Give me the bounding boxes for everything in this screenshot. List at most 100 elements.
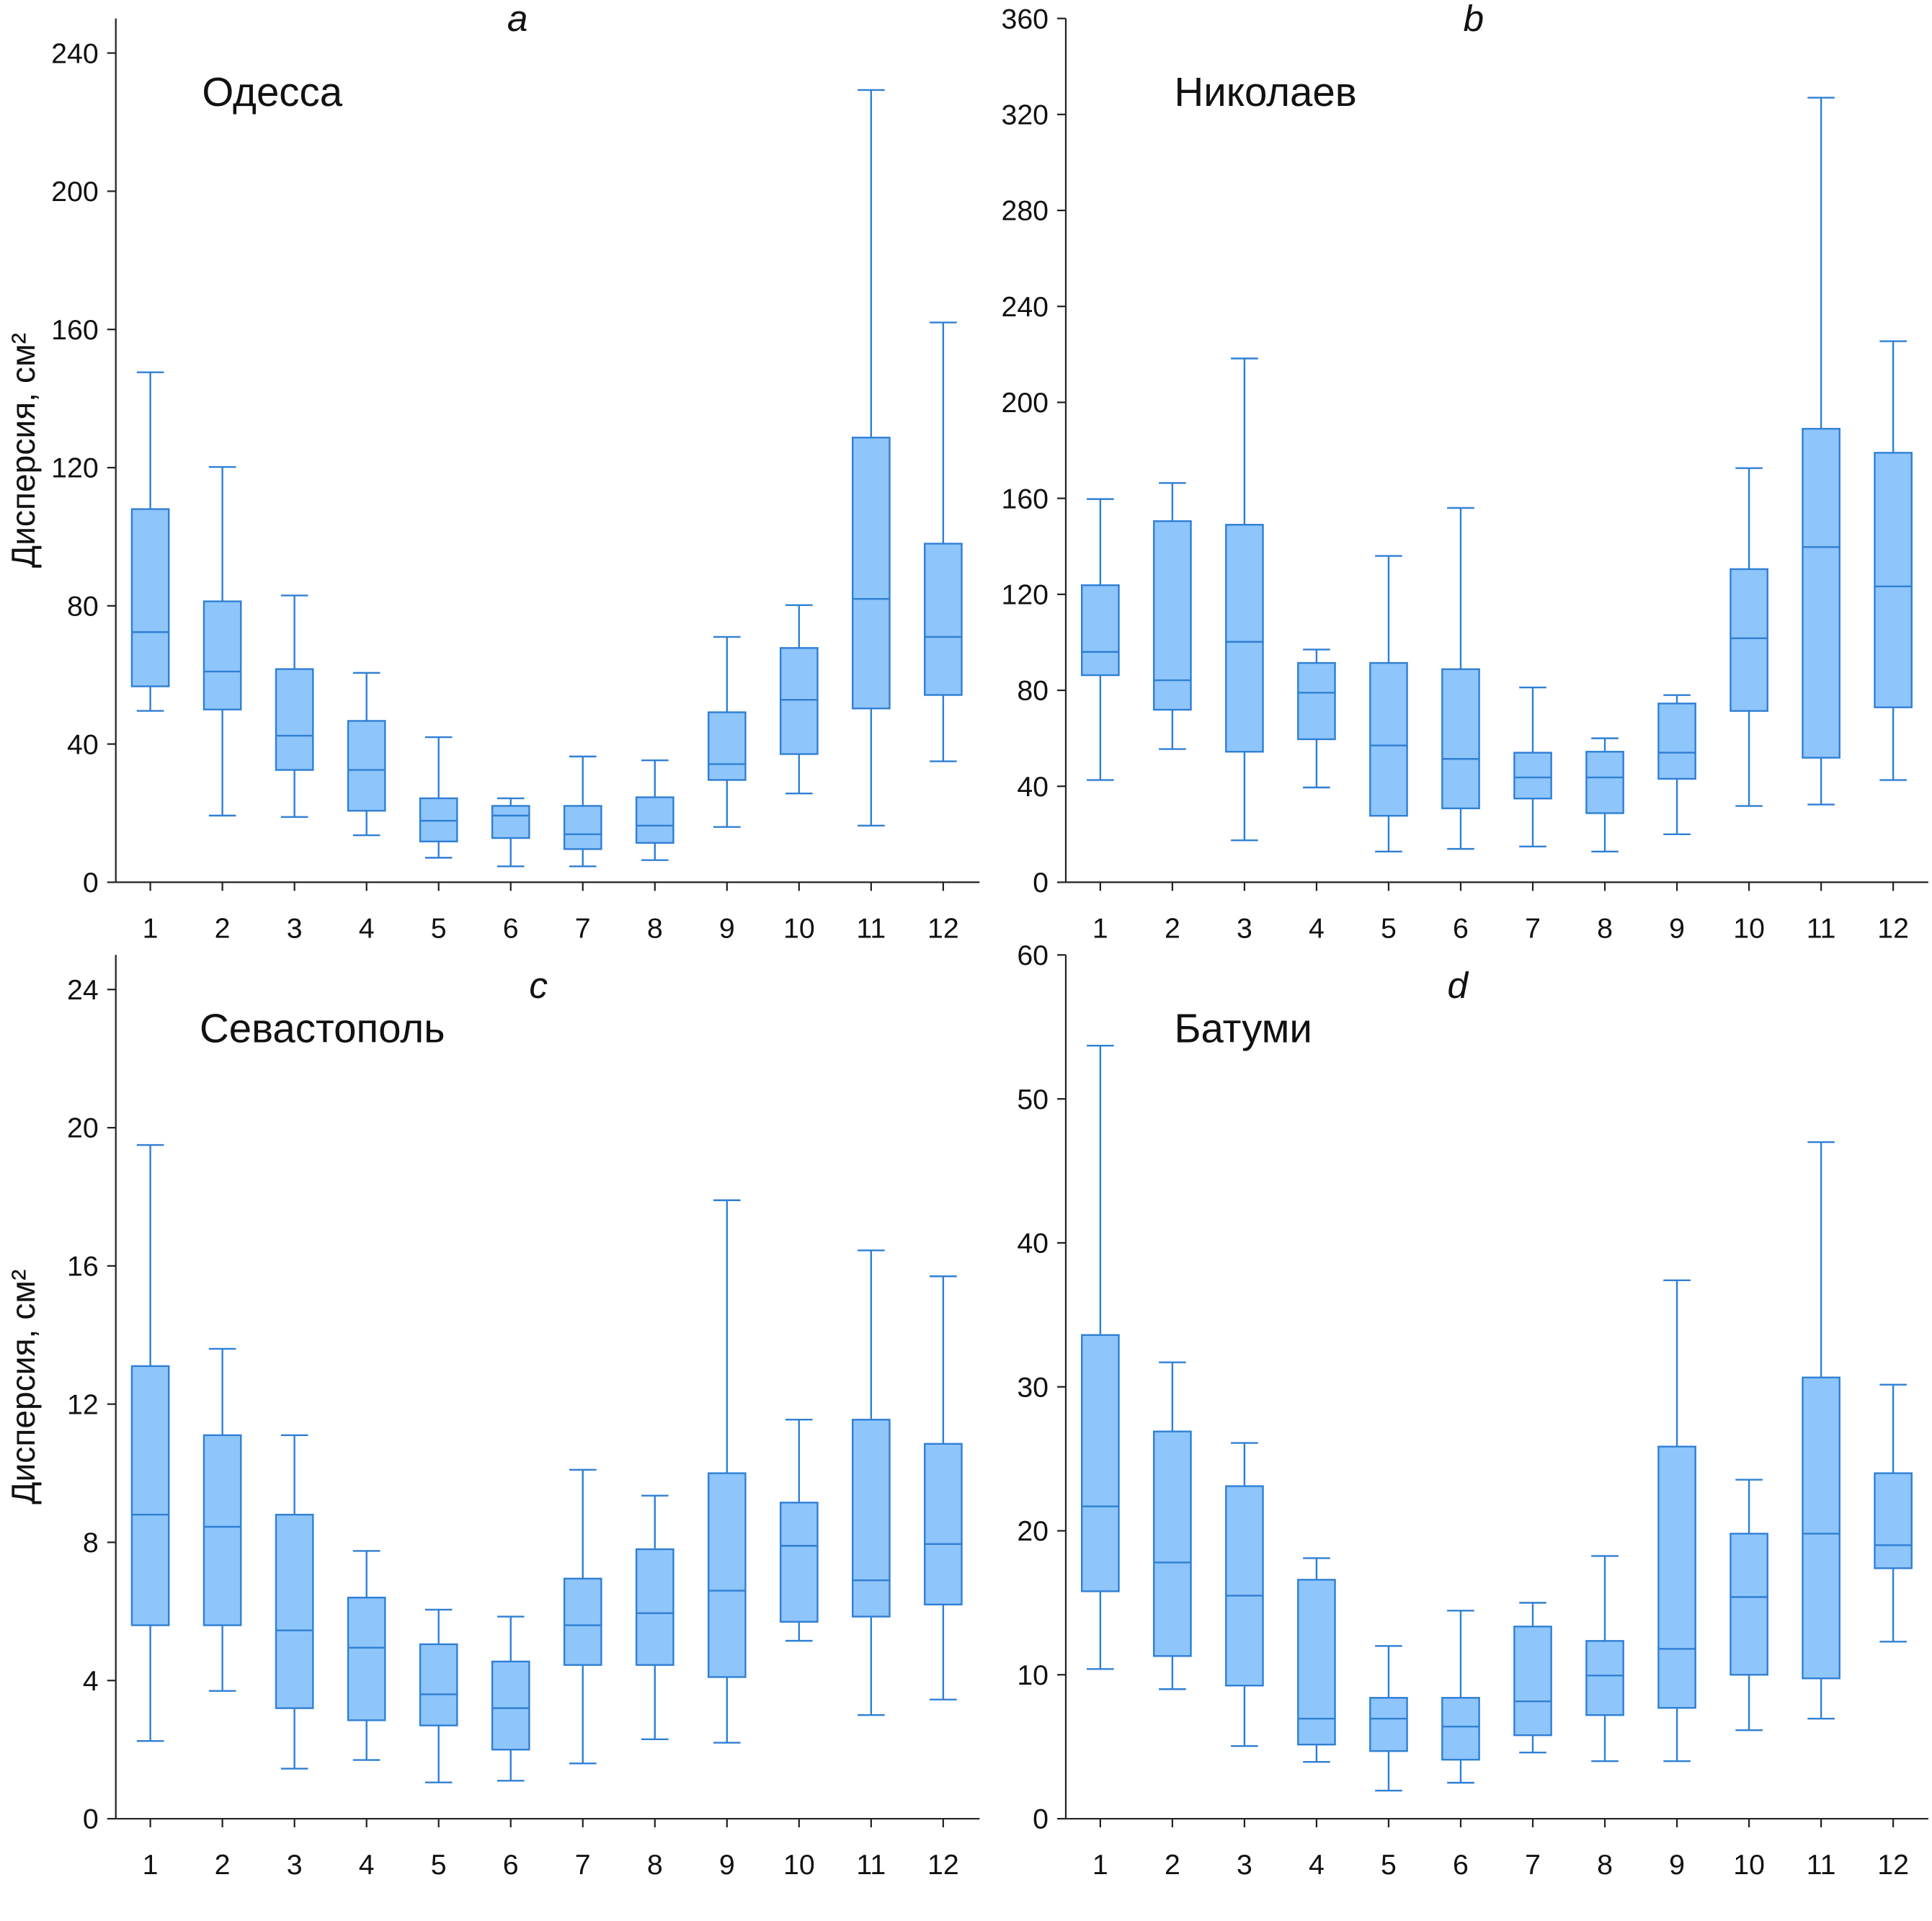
box bbox=[419, 1643, 458, 1726]
x-tick-label: 7 bbox=[1525, 1849, 1541, 1881]
box bbox=[1081, 1334, 1120, 1592]
y-tick-label: 160 bbox=[1001, 483, 1049, 514]
x-tick-label: 3 bbox=[1237, 912, 1252, 944]
x-tick-label: 6 bbox=[503, 912, 519, 944]
box bbox=[130, 1365, 170, 1626]
x-tick-label: 5 bbox=[431, 912, 447, 944]
x-tick-label: 2 bbox=[215, 912, 231, 944]
box bbox=[779, 1502, 819, 1623]
x-tick-label: 1 bbox=[1092, 912, 1108, 944]
x-tick-label: 10 bbox=[1733, 1849, 1765, 1881]
y-tick-label: 0 bbox=[83, 1804, 99, 1835]
box bbox=[707, 1472, 747, 1678]
y-tick-label: 8 bbox=[83, 1527, 99, 1559]
x-tick-label: 12 bbox=[1877, 1849, 1909, 1881]
x-tick-label: 4 bbox=[1309, 912, 1325, 944]
x-tick-label: 2 bbox=[1165, 912, 1180, 944]
x-tick-label: 8 bbox=[1597, 1849, 1613, 1881]
x-tick-label: 7 bbox=[1525, 912, 1541, 944]
station-name: Севастополь bbox=[200, 1006, 445, 1051]
x-tick-label: 8 bbox=[647, 1849, 663, 1881]
box bbox=[1441, 668, 1480, 810]
box bbox=[1802, 427, 1840, 759]
y-tick-label: 320 bbox=[1001, 99, 1049, 131]
x-tick-label: 1 bbox=[1092, 1849, 1108, 1881]
y-tick-label: 20 bbox=[67, 1113, 99, 1144]
box bbox=[1369, 1697, 1408, 1752]
x-tick-label: 4 bbox=[359, 912, 375, 944]
y-tick-label: 12 bbox=[67, 1389, 99, 1420]
box bbox=[707, 711, 747, 781]
x-tick-label: 6 bbox=[1453, 912, 1469, 944]
y-tick-label: 200 bbox=[1001, 387, 1049, 419]
box bbox=[563, 1577, 602, 1666]
x-tick-label: 10 bbox=[1733, 912, 1765, 944]
station-name: Николаев bbox=[1174, 69, 1356, 115]
y-tick-label: 80 bbox=[67, 590, 99, 622]
box bbox=[1153, 520, 1192, 711]
box bbox=[1297, 661, 1336, 741]
x-tick-label: 12 bbox=[927, 1849, 959, 1881]
x-tick-label: 6 bbox=[503, 1849, 519, 1881]
x-tick-label: 11 bbox=[856, 1849, 886, 1881]
box bbox=[635, 1548, 675, 1666]
y-tick-label: 10 bbox=[1017, 1659, 1049, 1691]
x-tick-label: 4 bbox=[359, 1849, 375, 1881]
x-tick-label: 6 bbox=[1453, 1849, 1469, 1881]
x-tick-label: 3 bbox=[1237, 1849, 1252, 1881]
x-tick-label: 12 bbox=[927, 912, 959, 944]
x-tick-label: 11 bbox=[856, 912, 886, 944]
box bbox=[1369, 661, 1408, 817]
box bbox=[1297, 1579, 1336, 1746]
x-tick-label: 12 bbox=[1877, 912, 1909, 944]
box bbox=[347, 720, 386, 812]
y-tick-label: 40 bbox=[1017, 1228, 1049, 1260]
box bbox=[1513, 1626, 1552, 1737]
panel-title: c bbox=[529, 965, 548, 1006]
box bbox=[491, 805, 530, 839]
x-tick-label: 2 bbox=[1165, 1849, 1180, 1881]
box bbox=[635, 796, 675, 844]
y-tick-label: 200 bbox=[51, 176, 99, 208]
y-tick-label: 120 bbox=[1001, 579, 1049, 611]
box bbox=[924, 543, 963, 696]
x-tick-label: 8 bbox=[647, 912, 663, 944]
y-tick-label: 160 bbox=[51, 314, 99, 346]
box bbox=[419, 797, 458, 843]
y-tick-label: 16 bbox=[67, 1251, 99, 1283]
x-tick-label: 2 bbox=[215, 1849, 231, 1881]
station-name: Батуми bbox=[1174, 1006, 1312, 1051]
box bbox=[1441, 1697, 1480, 1761]
box bbox=[851, 1419, 891, 1618]
box bbox=[347, 1596, 386, 1721]
y-tick-label: 0 bbox=[1033, 1804, 1049, 1835]
x-tick-label: 5 bbox=[1381, 912, 1397, 944]
box bbox=[1874, 1472, 1913, 1569]
y-tick-label: 4 bbox=[83, 1665, 99, 1697]
x-tick-label: 10 bbox=[783, 912, 815, 944]
box bbox=[1153, 1430, 1192, 1657]
x-tick-label: 4 bbox=[1309, 1849, 1325, 1881]
x-tick-label: 7 bbox=[575, 1849, 591, 1881]
x-tick-label: 7 bbox=[575, 912, 591, 944]
box bbox=[1081, 584, 1120, 677]
y-tick-label: 50 bbox=[1017, 1084, 1049, 1115]
x-tick-label: 11 bbox=[1807, 912, 1836, 944]
y-tick-label: 280 bbox=[1001, 195, 1049, 227]
y-tick-label: 80 bbox=[1017, 675, 1049, 707]
y-tick-label: 240 bbox=[1001, 291, 1049, 323]
y-axis-label: Дисперсия, см² bbox=[4, 333, 42, 568]
x-tick-label: 9 bbox=[719, 912, 735, 944]
box bbox=[1874, 452, 1913, 708]
y-tick-label: 60 bbox=[1017, 940, 1049, 971]
box bbox=[1802, 1376, 1840, 1680]
x-tick-label: 9 bbox=[719, 1849, 735, 1881]
y-tick-label: 40 bbox=[1017, 771, 1049, 803]
box bbox=[851, 437, 891, 710]
x-tick-label: 1 bbox=[143, 1849, 159, 1881]
box bbox=[202, 600, 242, 710]
y-tick-label: 30 bbox=[1017, 1371, 1049, 1403]
x-tick-label: 3 bbox=[287, 912, 303, 944]
x-tick-label: 9 bbox=[1669, 912, 1685, 944]
x-tick-label: 1 bbox=[143, 912, 159, 944]
